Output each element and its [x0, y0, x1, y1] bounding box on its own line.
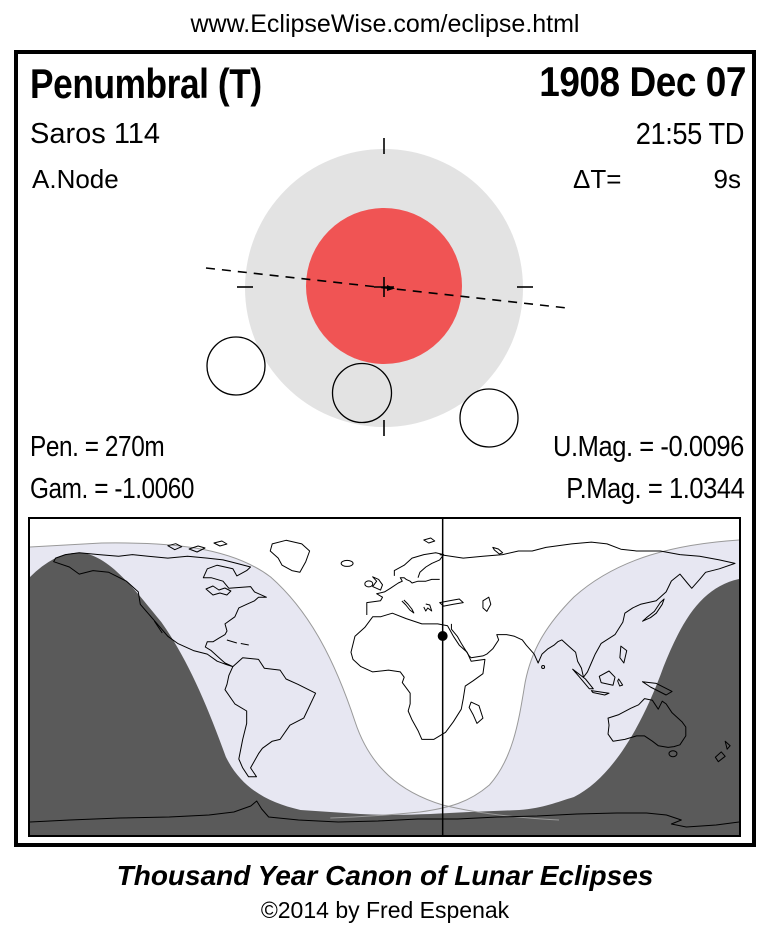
stat-umbral-magnitude: U.Mag. = -0.0096 [553, 431, 744, 463]
axis-tick-marks [237, 138, 533, 436]
delta-t-value: 9s [713, 164, 741, 194]
coast-borneo [598, 670, 616, 686]
moon-greatest-eclipse-circle [331, 362, 393, 424]
coast-new-guinea [641, 681, 673, 696]
moon-last-contact-circle [459, 388, 519, 448]
coast-ireland [364, 580, 374, 588]
moon-contact-circles [206, 336, 519, 448]
copyright-line: ©2014 by Fred Espenak [260, 897, 510, 923]
coast-greenland [269, 539, 311, 573]
coast-australia [607, 698, 687, 748]
coast-iceland [340, 559, 354, 567]
stat-gamma: Gam. = -1.0060 [30, 473, 195, 505]
node-label: A.Node [32, 164, 119, 194]
coast-asia [439, 541, 736, 678]
coast-caspian-sea [482, 596, 492, 612]
coast-sri-lanka [541, 665, 546, 669]
moon-first-contact-circle [206, 336, 266, 396]
coast-sulawesi [617, 678, 624, 687]
map-band-boundaries [30, 539, 739, 821]
moon-path-dashed-line [205, 267, 568, 309]
coast-north-america [53, 552, 267, 668]
coast-britain [372, 576, 384, 591]
coast-tasmania [668, 750, 678, 758]
coast-java [590, 690, 610, 696]
map-not-visible-region [30, 552, 739, 835]
coast-new-zealand [714, 740, 731, 763]
coast-madagascar [468, 701, 484, 724]
stat-penumbral-magnitude: P.Mag. = 1.0344 [565, 473, 745, 505]
sublunar-point-dot [437, 631, 448, 641]
eclipse-date-heading: 1908 Dec 07 [539, 58, 746, 105]
coast-caribbean [226, 639, 249, 646]
world-coastlines [30, 537, 739, 828]
coast-antarctica [30, 800, 739, 828]
coast-japan [642, 598, 665, 622]
coast-europe-west [366, 577, 440, 615]
coast-baja [153, 620, 163, 634]
stat-penumbral-duration: Pen. = 270m [30, 431, 165, 463]
page-title-url: www.EclipseWise.com/eclipse.html [190, 10, 580, 38]
coast-south-america [224, 657, 317, 778]
coast-italy-greece [401, 599, 433, 614]
delta-t-label: ΔT= [573, 164, 622, 194]
outer-frame [14, 50, 756, 847]
saros-series-label: Saros 114 [30, 118, 161, 150]
eclipse-type-heading: Penumbral (T) [30, 60, 262, 107]
coast-black-sea [439, 598, 464, 607]
coast-arctic-islands [167, 537, 504, 555]
coast-africa [350, 612, 486, 740]
visibility-map-svg [30, 519, 739, 835]
visibility-map [28, 517, 741, 837]
delta-t-row: ΔT= 9s [573, 164, 741, 195]
coast-sumatra [572, 668, 594, 690]
coast-scandinavia [393, 552, 445, 578]
coast-philippines [619, 645, 628, 664]
greatest-eclipse-time: 21:55 TD [635, 116, 745, 151]
canon-title: Thousand Year Canon of Lunar Eclipses [116, 860, 654, 891]
path-direction-arrow [387, 285, 395, 291]
coast-great-lakes [205, 585, 232, 596]
